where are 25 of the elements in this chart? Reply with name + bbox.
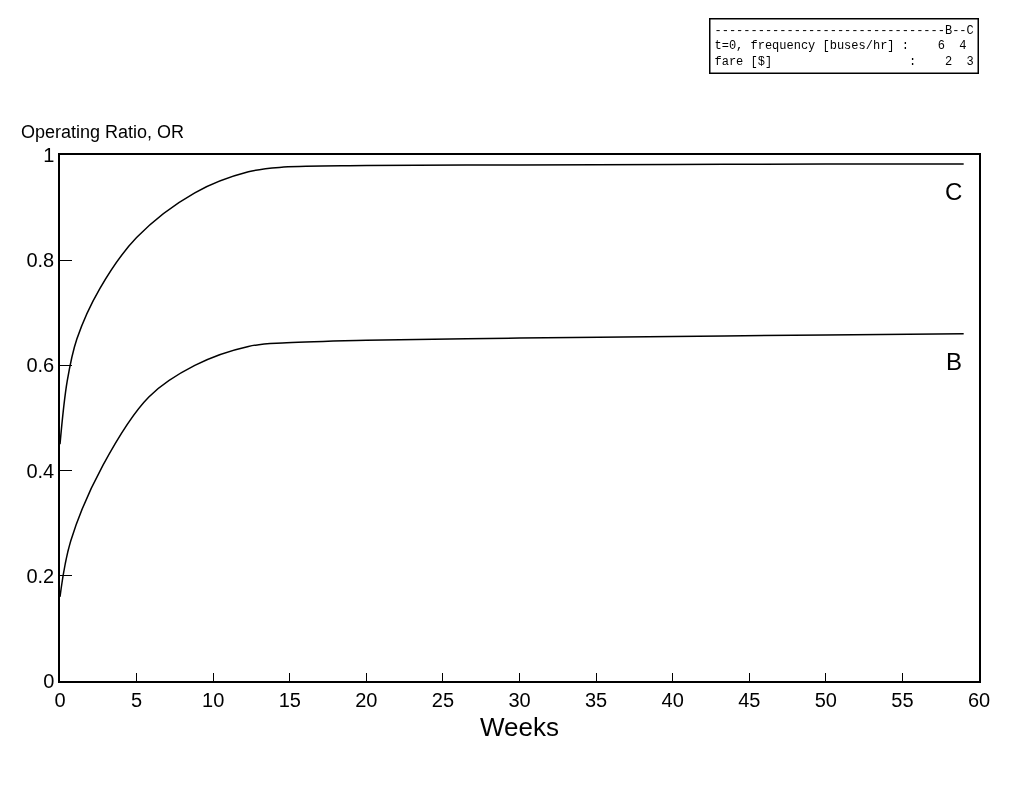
x-tick-label: 5 [131,688,143,711]
y-axis-title: Operating Ratio, OR [21,122,185,142]
x-tick-label: 35 [584,688,608,711]
x-tick-label: 10 [202,688,225,711]
x-tick-label: 60 [967,688,991,711]
x-tick-label: 55 [891,688,914,711]
y-tick-label: 1 [43,144,55,166]
x-tick-label: 45 [738,688,761,711]
x-tick-label: 25 [431,688,455,711]
text: t=0, frequency [buses/hr] : 6 4 [714,39,967,54]
y-tick-label: 0.8 [26,249,55,272]
x-tick-label: 40 [661,688,684,711]
x-tick-label: 15 [278,688,301,711]
x-tick-label: 20 [355,688,378,711]
x-tick-label: 50 [814,688,837,711]
y-tick-label: 0.6 [26,354,55,377]
series-label: B [946,348,963,375]
text: --------------------------------B--C [714,23,974,38]
text: fare [$] : 2 3 [714,54,974,69]
y-tick-label: 0.2 [26,564,55,587]
x-axis-title: Weeks [480,711,559,742]
y-tick-label: 0.4 [26,459,55,482]
x-tick-label: 30 [508,688,531,711]
series-label: C [945,178,963,205]
y-tick-label: 0 [43,670,55,692]
